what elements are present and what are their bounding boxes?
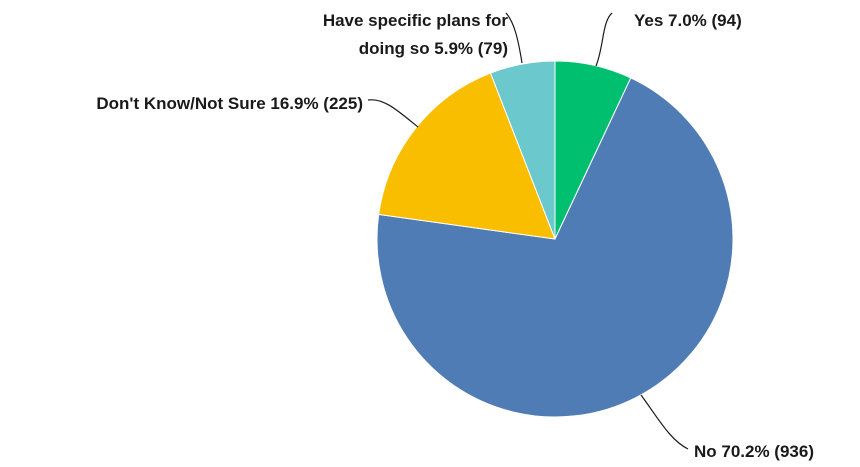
slice-label-line: Yes 7.0% (94) xyxy=(634,11,742,30)
leader-line-yes xyxy=(595,12,613,67)
slice-label-yes: Yes 7.0% (94) xyxy=(634,11,742,30)
leader-line-don-t-know-not-sure xyxy=(367,99,419,128)
slice-label-line: Have specific plans for xyxy=(323,11,509,30)
leader-line-have-specific-plans-for-doing-so xyxy=(505,12,523,64)
pie-slice-don-t-know-not-sure xyxy=(378,72,556,240)
slice-label-line: No 70.2% (936) xyxy=(694,442,814,461)
slice-label-no: No 70.2% (936) xyxy=(694,442,814,461)
slice-label-have-specific-plans-for-doing-so: Have specific plans for doing so 5.9% (79… xyxy=(323,11,509,58)
pie-slice-no xyxy=(376,77,734,418)
slice-label-don-t-know-not-sure: Don't Know/Not Sure 16.9% (225) xyxy=(96,94,363,113)
leader-line-no xyxy=(640,394,689,450)
slice-label-line: Don't Know/Not Sure 16.9% (225) xyxy=(96,94,363,113)
slice-label-line: doing so 5.9% (79) xyxy=(359,39,508,58)
pie-slice-have-specific-plans-for-doing-so xyxy=(489,60,556,240)
